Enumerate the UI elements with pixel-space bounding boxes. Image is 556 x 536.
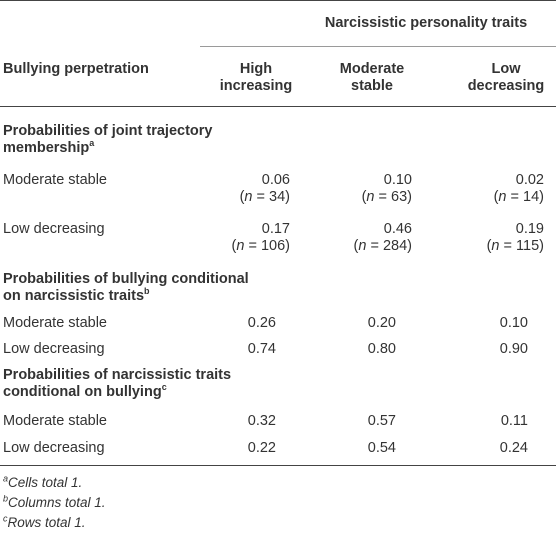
section-title-bullying: Probabilities of bullying conditional on… <box>3 271 249 304</box>
table-cell: 0.19 (n = 115) <box>486 221 544 254</box>
table-cell: 0.22 <box>247 440 276 456</box>
table-cell: 0.20 <box>367 315 396 331</box>
table-cell: 0.54 <box>367 440 396 456</box>
row-label: Low decreasing <box>3 440 105 456</box>
group-header-rule <box>200 46 556 47</box>
row-label: Moderate stable <box>3 413 107 429</box>
table-cell: 0.10 <box>499 315 528 331</box>
col-header-high-increasing: High increasing <box>219 61 293 94</box>
table-cell: 0.80 <box>367 341 396 357</box>
table-cell: 0.24 <box>499 440 528 456</box>
table-cell: 0.10 (n = 63) <box>361 172 412 205</box>
table-cell: 0.74 <box>247 341 276 357</box>
table-bottom-rule <box>0 465 556 466</box>
table-cell: 0.57 <box>367 413 396 429</box>
table-cell: 0.06 (n = 34) <box>239 172 290 205</box>
col-header-low-decreasing: Low decreasing <box>467 61 545 94</box>
header-bottom-rule <box>0 106 556 107</box>
row-label: Moderate stable <box>3 172 107 188</box>
table-cell: 0.46 (n = 284) <box>353 221 413 254</box>
group-header: Narcissistic personality traits <box>324 15 528 31</box>
footnote-c: cRows total 1. <box>3 513 86 530</box>
table-cell: 0.17 (n = 106) <box>231 221 291 254</box>
section-title-joint: Probabilities of joint trajectory member… <box>3 123 213 156</box>
table-top-rule <box>0 0 556 1</box>
table-cell: 0.02 (n = 14) <box>493 172 544 205</box>
row-label: Low decreasing <box>3 341 105 357</box>
col-header-moderate-stable: Moderate stable <box>339 61 405 94</box>
table-cell: 0.32 <box>247 413 276 429</box>
table-cell: 0.26 <box>247 315 276 331</box>
table-cell: 0.11 <box>500 413 528 429</box>
row-label: Low decreasing <box>3 221 105 237</box>
footnote-a: aCells total 1. <box>3 473 83 490</box>
row-header: Bullying perpetration <box>3 61 149 77</box>
table-cell: 0.90 <box>499 341 528 357</box>
footnote-b: bColumns total 1. <box>3 493 106 510</box>
row-label: Moderate stable <box>3 315 107 331</box>
section-title-narcissistic: Probabilities of narcissistic traits con… <box>3 367 232 400</box>
